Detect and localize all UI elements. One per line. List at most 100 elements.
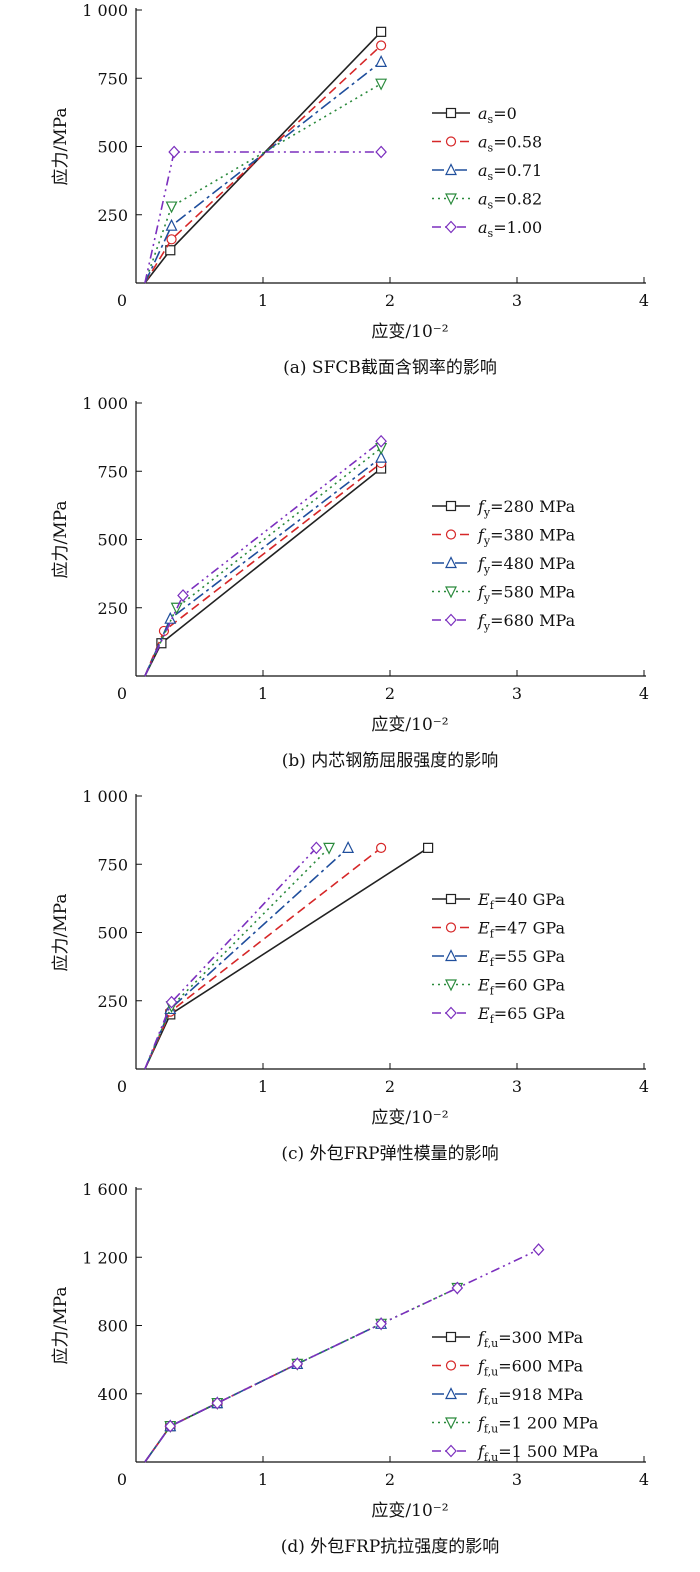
- y-tick-label: 750: [97, 462, 128, 481]
- y-tick-label: 1 000: [82, 394, 128, 413]
- data-point-series-4: [170, 602, 183, 615]
- legend-marker: [445, 613, 457, 627]
- x-axis-title: 应变/10⁻²: [371, 715, 448, 735]
- data-point-series-4: [375, 78, 388, 91]
- x-tick-label: 1: [258, 684, 268, 703]
- legend-marker: [445, 1417, 457, 1430]
- x-tick-label: 3: [512, 1470, 522, 1489]
- x-tick-label: 1: [258, 1470, 268, 1489]
- panel-caption: (b) 内芯钢筋屈服强度的影响: [282, 751, 499, 771]
- legend-marker: [445, 163, 457, 176]
- series-line-1: [144, 847, 429, 1070]
- y-axis-title: 应力/MPa: [51, 501, 71, 579]
- y-axis-title: 应力/MPa: [51, 1287, 71, 1365]
- legend-entry-4: as=0.82: [478, 190, 542, 212]
- legend-entry-5: as=1.00: [478, 218, 542, 240]
- legend-marker: [445, 556, 457, 569]
- data-point-series-3: [165, 218, 178, 231]
- data-point-series-5: [375, 145, 387, 159]
- y-tick-label: 250: [97, 599, 128, 618]
- y-tick-label: 1 600: [82, 1180, 128, 1199]
- legend-entry-1: as=0: [478, 104, 517, 126]
- series-line-2: [144, 44, 382, 284]
- legend-entry-3: Ef=55 GPa: [477, 947, 565, 969]
- legend-marker: [445, 586, 457, 599]
- data-point-series-2: [376, 40, 387, 51]
- legend-entry-3: as=0.71: [478, 161, 542, 183]
- y-tick-label: 1 000: [82, 787, 128, 806]
- x-tick-label: 1: [258, 1077, 268, 1096]
- chart-panel-a: 0 1 2 3 4 250 500 750 1 000 应变/10⁻² 应力/MPa as=0 as=0…: [0, 0, 700, 393]
- y-tick-label: 1 000: [82, 1, 128, 20]
- legend-entry-5: Ef=65 GPa: [477, 1004, 565, 1026]
- y-tick-label: 1 200: [82, 1248, 128, 1267]
- panel-caption: (c) 外包FRP弹性模量的影响: [281, 1144, 498, 1164]
- x-tick-label: 2: [385, 1470, 395, 1489]
- y-tick-label: 500: [97, 924, 128, 943]
- x-tick-label: 2: [385, 1077, 395, 1096]
- series-line-4: [144, 1287, 458, 1463]
- legend-entry-4: ff,u=1 200 MPa: [477, 1414, 599, 1436]
- x-tick-label: 3: [512, 1077, 522, 1096]
- y-tick-label: 500: [97, 531, 128, 550]
- legend-entry-4: fy=580 MPa: [477, 583, 576, 605]
- y-tick-label: 400: [97, 1385, 128, 1404]
- y-tick-label: 750: [97, 855, 128, 874]
- series-line-4: [144, 847, 330, 1070]
- chart-svg-a: 0 1 2 3 4 250 500 750 1 000 应变/10⁻² 应力/MPa as=0 as=0…: [51, 1, 649, 378]
- panel-caption: (d) 外包FRP抗拉强度的影响: [281, 1537, 500, 1557]
- x-tick-label: 0: [117, 291, 127, 310]
- data-point-series-4: [323, 842, 336, 855]
- data-point-series-3: [375, 55, 388, 67]
- legend-entry-3: ff,u=918 MPa: [477, 1385, 584, 1407]
- y-tick-label: 250: [97, 992, 128, 1011]
- x-tick-label: 2: [385, 291, 395, 310]
- series-line-1: [144, 467, 382, 677]
- x-axis-title: 应变/10⁻²: [371, 322, 448, 342]
- legend-marker: [445, 193, 457, 206]
- chart-svg-b: 0 1 2 3 4 250 500 750 1 000 应变/10⁻² 应力/MPa fy=280 M…: [51, 394, 649, 771]
- data-point-series-5: [211, 1396, 224, 1410]
- y-axis-title: 应力/MPa: [51, 894, 71, 972]
- series-line-2: [144, 847, 382, 1070]
- data-point-series-5: [177, 589, 189, 602]
- data-point-series-5: [165, 995, 178, 1009]
- x-tick-label: 2: [385, 684, 395, 703]
- data-point-series-3: [375, 450, 388, 463]
- chart-svg-d: 0 1 2 3 4 400 800 1 200 1 600 应变/10⁻² 应力/MPa ff,u=3…: [51, 1180, 649, 1557]
- legend-entry-3: fy=480 MPa: [477, 554, 576, 576]
- legend-entry-4: Ef=60 GPa: [477, 976, 565, 998]
- legend-marker: [445, 1360, 457, 1371]
- x-tick-label: 3: [512, 291, 522, 310]
- chart-panel-c: 0 1 2 3 4 250 500 750 1 000 应变/10⁻² 应力/MPa Ef=40 GP…: [0, 786, 700, 1179]
- legend-marker: [445, 136, 457, 147]
- x-tick-label: 3: [512, 684, 522, 703]
- legend-marker: [445, 949, 457, 962]
- data-point-series-5: [164, 1419, 177, 1433]
- y-tick-label: 800: [97, 1317, 128, 1336]
- data-point-series-5: [532, 1243, 545, 1256]
- panel-caption: (a) SFCB截面含钢率的影响: [283, 358, 497, 378]
- y-tick-label: 250: [97, 206, 128, 225]
- chart-svg-c: 0 1 2 3 4 250 500 750 1 000 应变/10⁻² 应力/MPa Ef=40 GP…: [51, 787, 649, 1164]
- legend-marker: [445, 922, 457, 933]
- data-point-series-5: [291, 1357, 304, 1371]
- chart-panel-d: 0 1 2 3 4 400 800 1 200 1 600 应变/10⁻² 应力/MPa ff,u=3…: [0, 1179, 700, 1572]
- series-line-2: [144, 462, 382, 677]
- data-point-series-2: [376, 842, 387, 853]
- series-line-1: [144, 1402, 218, 1463]
- legend-entry-1: fy=280 MPa: [477, 497, 576, 519]
- legend-marker: [445, 220, 457, 234]
- series-line-2: [144, 1363, 298, 1463]
- legend-entry-2: fy=380 MPa: [477, 526, 576, 548]
- data-point-series-5: [310, 841, 323, 855]
- y-axis-title: 应力/MPa: [51, 108, 71, 186]
- legend-entry-1: Ef=40 GPa: [477, 890, 565, 912]
- series-line-5: [144, 847, 317, 1070]
- x-tick-label: 1: [258, 291, 268, 310]
- x-axis-title: 应变/10⁻²: [371, 1108, 448, 1128]
- series-line-3: [144, 456, 382, 677]
- x-tick-label: 0: [117, 1077, 127, 1096]
- x-tick-label: 4: [639, 1470, 649, 1489]
- legend-marker: [445, 893, 457, 905]
